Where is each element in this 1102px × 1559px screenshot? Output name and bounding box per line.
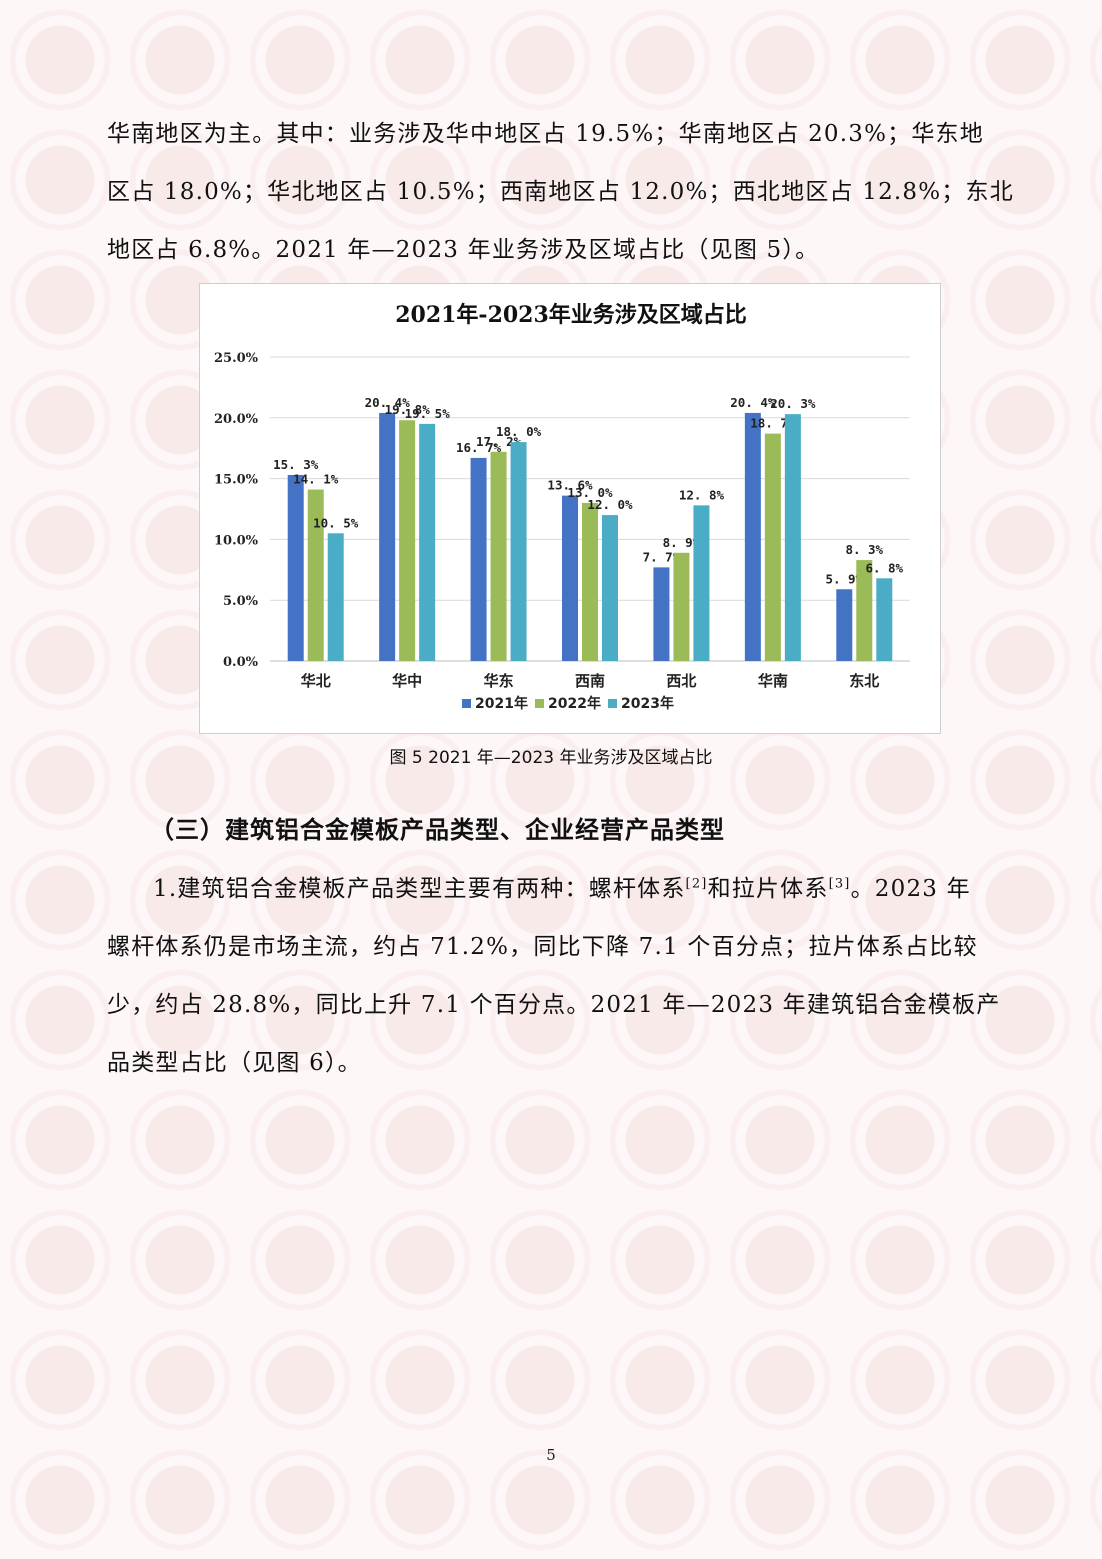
bar bbox=[419, 423, 436, 661]
bar bbox=[693, 505, 710, 661]
product-line-1-text-a: 1.建筑铝合金模板产品类型主要有两种：螺杆体系 bbox=[153, 876, 686, 902]
legend-swatch bbox=[462, 699, 471, 708]
x-tick-label: 华东 bbox=[484, 672, 514, 690]
data-label: 13. 6% bbox=[547, 478, 593, 493]
bar bbox=[673, 552, 690, 661]
reference-3[interactable]: [3] bbox=[828, 876, 851, 892]
data-label: 15. 3% bbox=[273, 457, 319, 472]
data-label: 7. 7% bbox=[643, 549, 681, 564]
bar bbox=[562, 495, 578, 661]
data-label: 20. 4% bbox=[365, 395, 411, 410]
product-line-1-text-b: 和拉片体系 bbox=[707, 876, 829, 902]
data-label: 20. 3% bbox=[770, 396, 816, 411]
bar bbox=[602, 515, 618, 661]
bar bbox=[510, 442, 527, 661]
x-tick-label: 西北 bbox=[666, 672, 696, 690]
legend-label: 2023年 bbox=[621, 695, 674, 712]
data-label: 14. 1% bbox=[293, 472, 339, 487]
product-line-4: 品类型占比（见图 6）。 bbox=[107, 1050, 362, 1076]
data-label: 17. 2% bbox=[476, 434, 522, 449]
data-label: 12. 8% bbox=[679, 487, 725, 502]
bar bbox=[327, 533, 344, 661]
y-tick-label: 10.0% bbox=[214, 533, 259, 548]
intro-line-1: 华南地区为主。其中：业务涉及华中地区占 19.5%；华南地区占 20.3%；华东… bbox=[107, 121, 984, 147]
product-line-2: 螺杆体系仍是市场主流，约占 71.2%，同比下降 7.1 个百分点；拉片体系占比… bbox=[107, 934, 978, 960]
legend-swatch bbox=[608, 699, 617, 708]
intro-line-3: 地区占 6.8%。2021 年—2023 年业务涉及区域占比（见图 5）。 bbox=[107, 237, 820, 263]
bar bbox=[399, 420, 416, 661]
x-tick-label: 华中 bbox=[392, 672, 422, 690]
legend-label: 2021年 bbox=[475, 695, 528, 712]
intro-paragraph: 华南地区为主。其中：业务涉及华中地区占 19.5%；华南地区占 20.3%；华东… bbox=[107, 105, 1014, 279]
bar bbox=[784, 414, 801, 661]
section-heading: （三）建筑铝合金模板产品类型、企业经营产品类型 bbox=[150, 816, 725, 844]
data-label: 18. 0% bbox=[496, 424, 542, 439]
data-label: 10. 5% bbox=[313, 515, 359, 530]
data-label: 8. 3% bbox=[845, 542, 883, 557]
chart-title: 2021年-2023年业务涉及区域占比 bbox=[395, 302, 747, 328]
data-label: 18. 7% bbox=[750, 416, 796, 431]
y-tick-label: 0.0% bbox=[223, 655, 259, 670]
bar bbox=[876, 578, 893, 661]
data-label: 12. 0% bbox=[587, 497, 633, 512]
page-number: 5 bbox=[546, 1446, 556, 1464]
data-label: 20. 4% bbox=[730, 395, 776, 410]
product-paragraph: 1.建筑铝合金模板产品类型主要有两种：螺杆体系[2]和拉片体系[3]。2023 … bbox=[107, 860, 1001, 1092]
bar bbox=[764, 433, 781, 661]
data-label: 16. 7% bbox=[456, 440, 502, 455]
region-share-chart: 2021年-2023年业务涉及区域占比 0.0% 5.0% 10.0% 15.0% 20.… bbox=[199, 283, 941, 734]
bar bbox=[856, 560, 873, 661]
y-tick-label: 20.0% bbox=[214, 412, 259, 427]
data-label: 6. 8% bbox=[865, 560, 903, 575]
bar bbox=[653, 567, 670, 661]
x-tick-label: 华北 bbox=[301, 672, 331, 690]
product-line-1-text-c: 。2023 年 bbox=[850, 876, 971, 902]
product-line-3: 少，约占 28.8%，同比上升 7.1 个百分点。2021 年—2023 年建筑… bbox=[107, 992, 1001, 1018]
figure-caption: 图 5 2021 年—2023 年业务涉及区域占比 bbox=[389, 748, 713, 768]
bar bbox=[287, 474, 304, 661]
bar bbox=[744, 412, 761, 661]
y-tick-label: 15.0% bbox=[214, 473, 259, 488]
y-tick-label: 25.0% bbox=[214, 351, 259, 366]
chart-canvas: 2021年-2023年业务涉及区域占比 0.0% 5.0% 10.0% 15.0% 20.… bbox=[214, 302, 910, 712]
product-line-1: 1.建筑铝合金模板产品类型主要有两种：螺杆体系[2]和拉片体系[3]。2023 … bbox=[107, 860, 997, 918]
bar bbox=[307, 489, 324, 661]
bar bbox=[582, 502, 598, 661]
reference-2[interactable]: [2] bbox=[685, 876, 708, 892]
x-tick-label: 华南 bbox=[758, 672, 788, 690]
x-tick-label: 西南 bbox=[575, 672, 605, 690]
y-tick-label: 5.0% bbox=[223, 594, 259, 609]
data-label: 19. 8% bbox=[385, 402, 431, 417]
x-tick-label: 东北 bbox=[849, 672, 879, 690]
bar bbox=[470, 457, 487, 661]
intro-line-2: 区占 18.0%；华北地区占 10.5%；西南地区占 12.0%；西北地区占 1… bbox=[107, 179, 1014, 205]
bar bbox=[836, 589, 853, 661]
bar bbox=[379, 412, 396, 661]
bar bbox=[490, 451, 507, 661]
data-label: 19. 5% bbox=[405, 406, 451, 421]
legend-swatch bbox=[535, 699, 544, 708]
data-label: 5. 9% bbox=[825, 571, 863, 586]
data-label: 8. 9% bbox=[663, 535, 701, 550]
legend-label: 2022年 bbox=[548, 695, 601, 712]
data-label: 13. 0% bbox=[567, 485, 613, 500]
